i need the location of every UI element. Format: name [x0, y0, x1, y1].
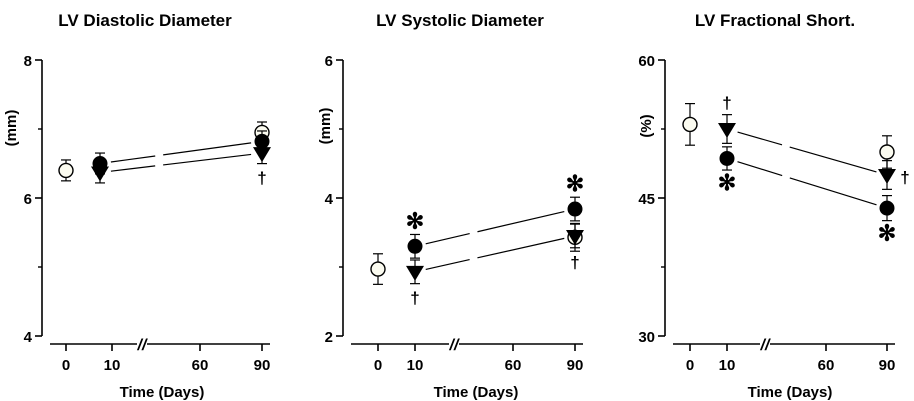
chart-title: LV Systolic Diameter: [376, 11, 544, 30]
data-point-filled-triangle: [718, 123, 736, 138]
data-point-filled-triangle: [253, 147, 271, 163]
series-line: [789, 146, 877, 173]
x-tick-label: 90: [254, 357, 271, 374]
chart-title: LV Diastolic Diameter: [58, 11, 232, 30]
x-tick-label: 10: [104, 357, 121, 374]
y-tick-label: 60: [638, 53, 655, 70]
x-axis-break: //: [449, 337, 460, 354]
significance-marker: ✻: [566, 171, 584, 196]
series-line: [789, 177, 877, 206]
x-tick-label: 60: [505, 357, 522, 374]
series-line: [737, 131, 783, 146]
x-tick-label: 60: [192, 357, 209, 374]
y-tick-label: 6: [325, 53, 333, 70]
chart-title: LV Fractional Short.: [695, 11, 855, 30]
data-point-filled-triangle: [91, 166, 109, 182]
series-line: [425, 232, 470, 245]
data-point-filled-triangle: [566, 229, 584, 245]
x-axis-break: //: [137, 337, 148, 354]
x-tick-label: 0: [686, 357, 694, 374]
series-line: [110, 165, 156, 172]
data-point-open-circle: [682, 116, 698, 133]
x-axis-label: Time (Days): [748, 384, 833, 401]
data-point-filled-circle: [719, 150, 735, 166]
significance-marker: †: [900, 168, 909, 187]
series-line: [110, 155, 156, 163]
significance-marker: ✻: [718, 170, 736, 195]
data-point-filled-circle: [567, 201, 583, 217]
x-tick-label: 0: [374, 357, 382, 374]
y-tick-label: 6: [24, 191, 32, 208]
y-tick-label: 2: [325, 329, 333, 346]
significance-marker: †: [410, 289, 419, 308]
y-axis-label: (%): [638, 114, 655, 137]
y-axis-label: (mm): [3, 110, 20, 147]
series-line: [163, 142, 252, 156]
significance-marker: ✻: [878, 221, 896, 246]
data-point-open-circle: [58, 162, 74, 179]
y-tick-label: 4: [325, 191, 334, 208]
data-point-filled-triangle: [878, 169, 896, 184]
series-line: [163, 153, 252, 166]
x-tick-label: 10: [719, 357, 736, 374]
y-tick-label: 4: [24, 329, 33, 346]
x-tick-label: 10: [407, 357, 424, 374]
y-tick-label: 45: [638, 191, 655, 208]
data-point-filled-circle: [407, 238, 423, 254]
series-line: [477, 237, 565, 259]
significance-marker: ✻: [406, 208, 424, 233]
significance-marker: †: [722, 94, 731, 113]
x-tick-label: 90: [879, 357, 896, 374]
y-tick-label: 30: [638, 329, 655, 346]
x-tick-label: 0: [62, 357, 70, 374]
significance-marker: †: [570, 253, 579, 272]
series-line: [737, 161, 783, 177]
x-axis-label: Time (Days): [120, 384, 205, 401]
data-point-open-circle: [879, 144, 895, 160]
data-point-open-circle: [370, 261, 386, 277]
y-tick-label: 8: [24, 53, 32, 70]
significance-marker: †: [257, 169, 266, 188]
y-axis-label: (mm): [317, 108, 334, 145]
x-axis-label: Time (Days): [434, 384, 519, 401]
x-axis-break: //: [760, 337, 771, 354]
x-tick-label: 90: [567, 357, 584, 374]
x-tick-label: 60: [818, 357, 835, 374]
series-line: [425, 258, 470, 271]
data-point-filled-circle: [879, 200, 895, 216]
data-point-filled-triangle: [406, 265, 424, 281]
series-line: [477, 210, 565, 233]
